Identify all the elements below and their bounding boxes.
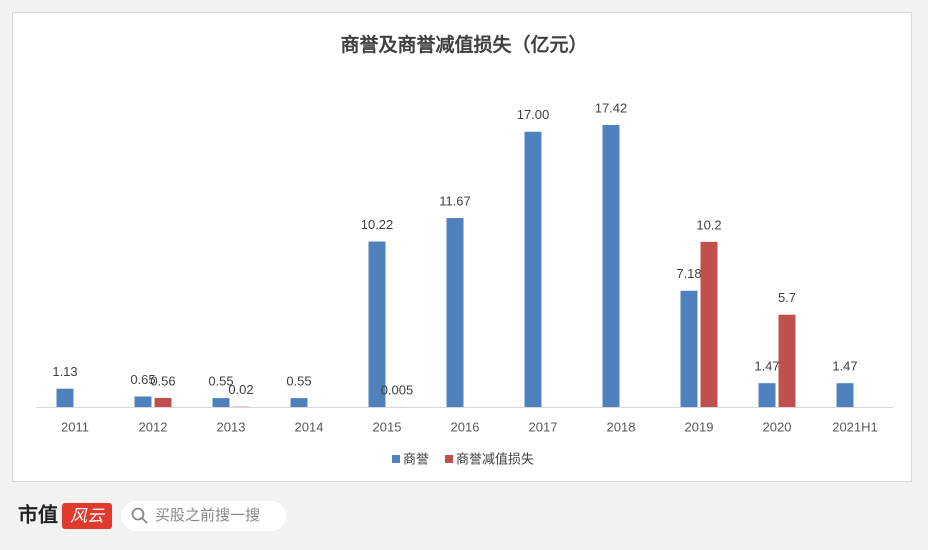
data-label: 17.42 bbox=[595, 100, 628, 115]
search-placeholder: 买股之前搜一搜 bbox=[155, 507, 260, 524]
bar bbox=[759, 383, 776, 407]
data-label: 17.00 bbox=[517, 107, 550, 122]
bar bbox=[57, 389, 74, 407]
bar bbox=[291, 398, 308, 407]
data-label: 0.56 bbox=[150, 373, 175, 388]
bar bbox=[135, 396, 152, 407]
x-tick-label: 2015 bbox=[373, 419, 402, 434]
bar bbox=[213, 398, 230, 407]
bar bbox=[447, 218, 464, 407]
bar bbox=[525, 132, 542, 407]
data-label: 0.005 bbox=[381, 382, 414, 397]
x-tick-label: 2016 bbox=[451, 419, 480, 434]
data-label: 7.18 bbox=[676, 266, 701, 281]
bar bbox=[603, 125, 620, 407]
data-label: 0.55 bbox=[286, 374, 311, 389]
x-tick-label: 2018 bbox=[607, 419, 636, 434]
legend-label: 商誉减值损失 bbox=[456, 451, 534, 466]
x-tick-label: 2011 bbox=[61, 419, 89, 434]
logo: 市值 bbox=[18, 502, 58, 526]
data-label: 11.67 bbox=[439, 194, 471, 209]
logo-badge: 风云 bbox=[70, 506, 106, 525]
x-tick-label: 2021H1 bbox=[832, 419, 878, 434]
data-label: 0.02 bbox=[228, 382, 253, 397]
bar bbox=[779, 315, 796, 407]
bar bbox=[701, 242, 718, 407]
data-label: 1.47 bbox=[754, 359, 779, 374]
x-tick-label: 2014 bbox=[295, 419, 324, 434]
legend-swatch bbox=[392, 455, 400, 463]
data-label: 10.22 bbox=[361, 217, 394, 232]
data-label: 10.2 bbox=[696, 217, 721, 232]
x-tick-label: 2013 bbox=[217, 419, 246, 434]
legend-swatch bbox=[445, 455, 453, 463]
data-label: 5.7 bbox=[778, 290, 796, 305]
bar bbox=[681, 291, 698, 407]
data-label: 1.13 bbox=[52, 364, 77, 379]
x-tick-label: 2020 bbox=[763, 419, 792, 434]
x-tick-label: 2017 bbox=[529, 419, 558, 434]
x-tick-label: 2019 bbox=[685, 419, 714, 434]
bar bbox=[837, 383, 854, 407]
bar bbox=[155, 398, 172, 407]
x-tick-label: 2012 bbox=[139, 419, 168, 434]
legend-label: 商誉 bbox=[403, 451, 429, 466]
data-label: 1.47 bbox=[832, 359, 857, 374]
chart-title: 商誉及商誉减值损失（亿元） bbox=[340, 33, 587, 56]
